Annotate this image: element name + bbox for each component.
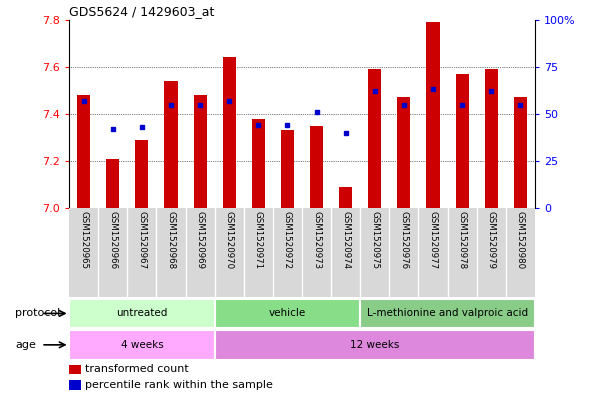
Text: transformed count: transformed count: [85, 364, 189, 375]
Bar: [456, 74, 469, 208]
Bar: [215, 330, 535, 360]
Bar: [77, 95, 90, 208]
Bar: [252, 119, 265, 208]
Bar: [514, 97, 527, 208]
Text: GSM1520968: GSM1520968: [166, 211, 175, 269]
Bar: [194, 95, 207, 208]
Text: GSM1520978: GSM1520978: [457, 211, 466, 269]
Bar: [484, 69, 498, 208]
Bar: [106, 159, 120, 208]
Text: GSM1520967: GSM1520967: [138, 211, 147, 269]
Text: 4 weeks: 4 weeks: [121, 340, 163, 350]
Text: 12 weeks: 12 weeks: [350, 340, 400, 350]
Bar: [69, 299, 215, 328]
Bar: [165, 81, 177, 208]
Bar: [135, 140, 148, 208]
Bar: [339, 187, 352, 208]
Bar: [69, 365, 81, 374]
Text: age: age: [15, 340, 36, 350]
Text: untreated: untreated: [116, 309, 168, 318]
Bar: [215, 299, 360, 328]
Text: GSM1520975: GSM1520975: [370, 211, 379, 269]
Bar: [69, 380, 81, 390]
Text: protocol: protocol: [15, 309, 60, 318]
Bar: [427, 22, 439, 208]
Text: GSM1520972: GSM1520972: [283, 211, 292, 269]
Text: GDS5624 / 1429603_at: GDS5624 / 1429603_at: [69, 6, 215, 18]
Bar: [360, 299, 535, 328]
Text: GSM1520970: GSM1520970: [225, 211, 234, 269]
Bar: [310, 126, 323, 208]
Bar: [223, 57, 236, 208]
Text: GSM1520980: GSM1520980: [516, 211, 525, 269]
Bar: [368, 69, 381, 208]
Text: GSM1520974: GSM1520974: [341, 211, 350, 269]
Text: L-methionine and valproic acid: L-methionine and valproic acid: [367, 309, 528, 318]
Text: GSM1520976: GSM1520976: [400, 211, 409, 269]
Bar: [281, 130, 294, 208]
Text: percentile rank within the sample: percentile rank within the sample: [85, 380, 273, 390]
Text: GSM1520966: GSM1520966: [108, 211, 117, 269]
Bar: [69, 330, 215, 360]
Text: GSM1520979: GSM1520979: [487, 211, 496, 269]
Text: GSM1520965: GSM1520965: [79, 211, 88, 269]
Text: vehicle: vehicle: [269, 309, 306, 318]
Text: GSM1520971: GSM1520971: [254, 211, 263, 269]
Bar: [397, 97, 410, 208]
Text: GSM1520973: GSM1520973: [312, 211, 321, 269]
Text: GSM1520969: GSM1520969: [195, 211, 204, 269]
Text: GSM1520977: GSM1520977: [429, 211, 438, 269]
